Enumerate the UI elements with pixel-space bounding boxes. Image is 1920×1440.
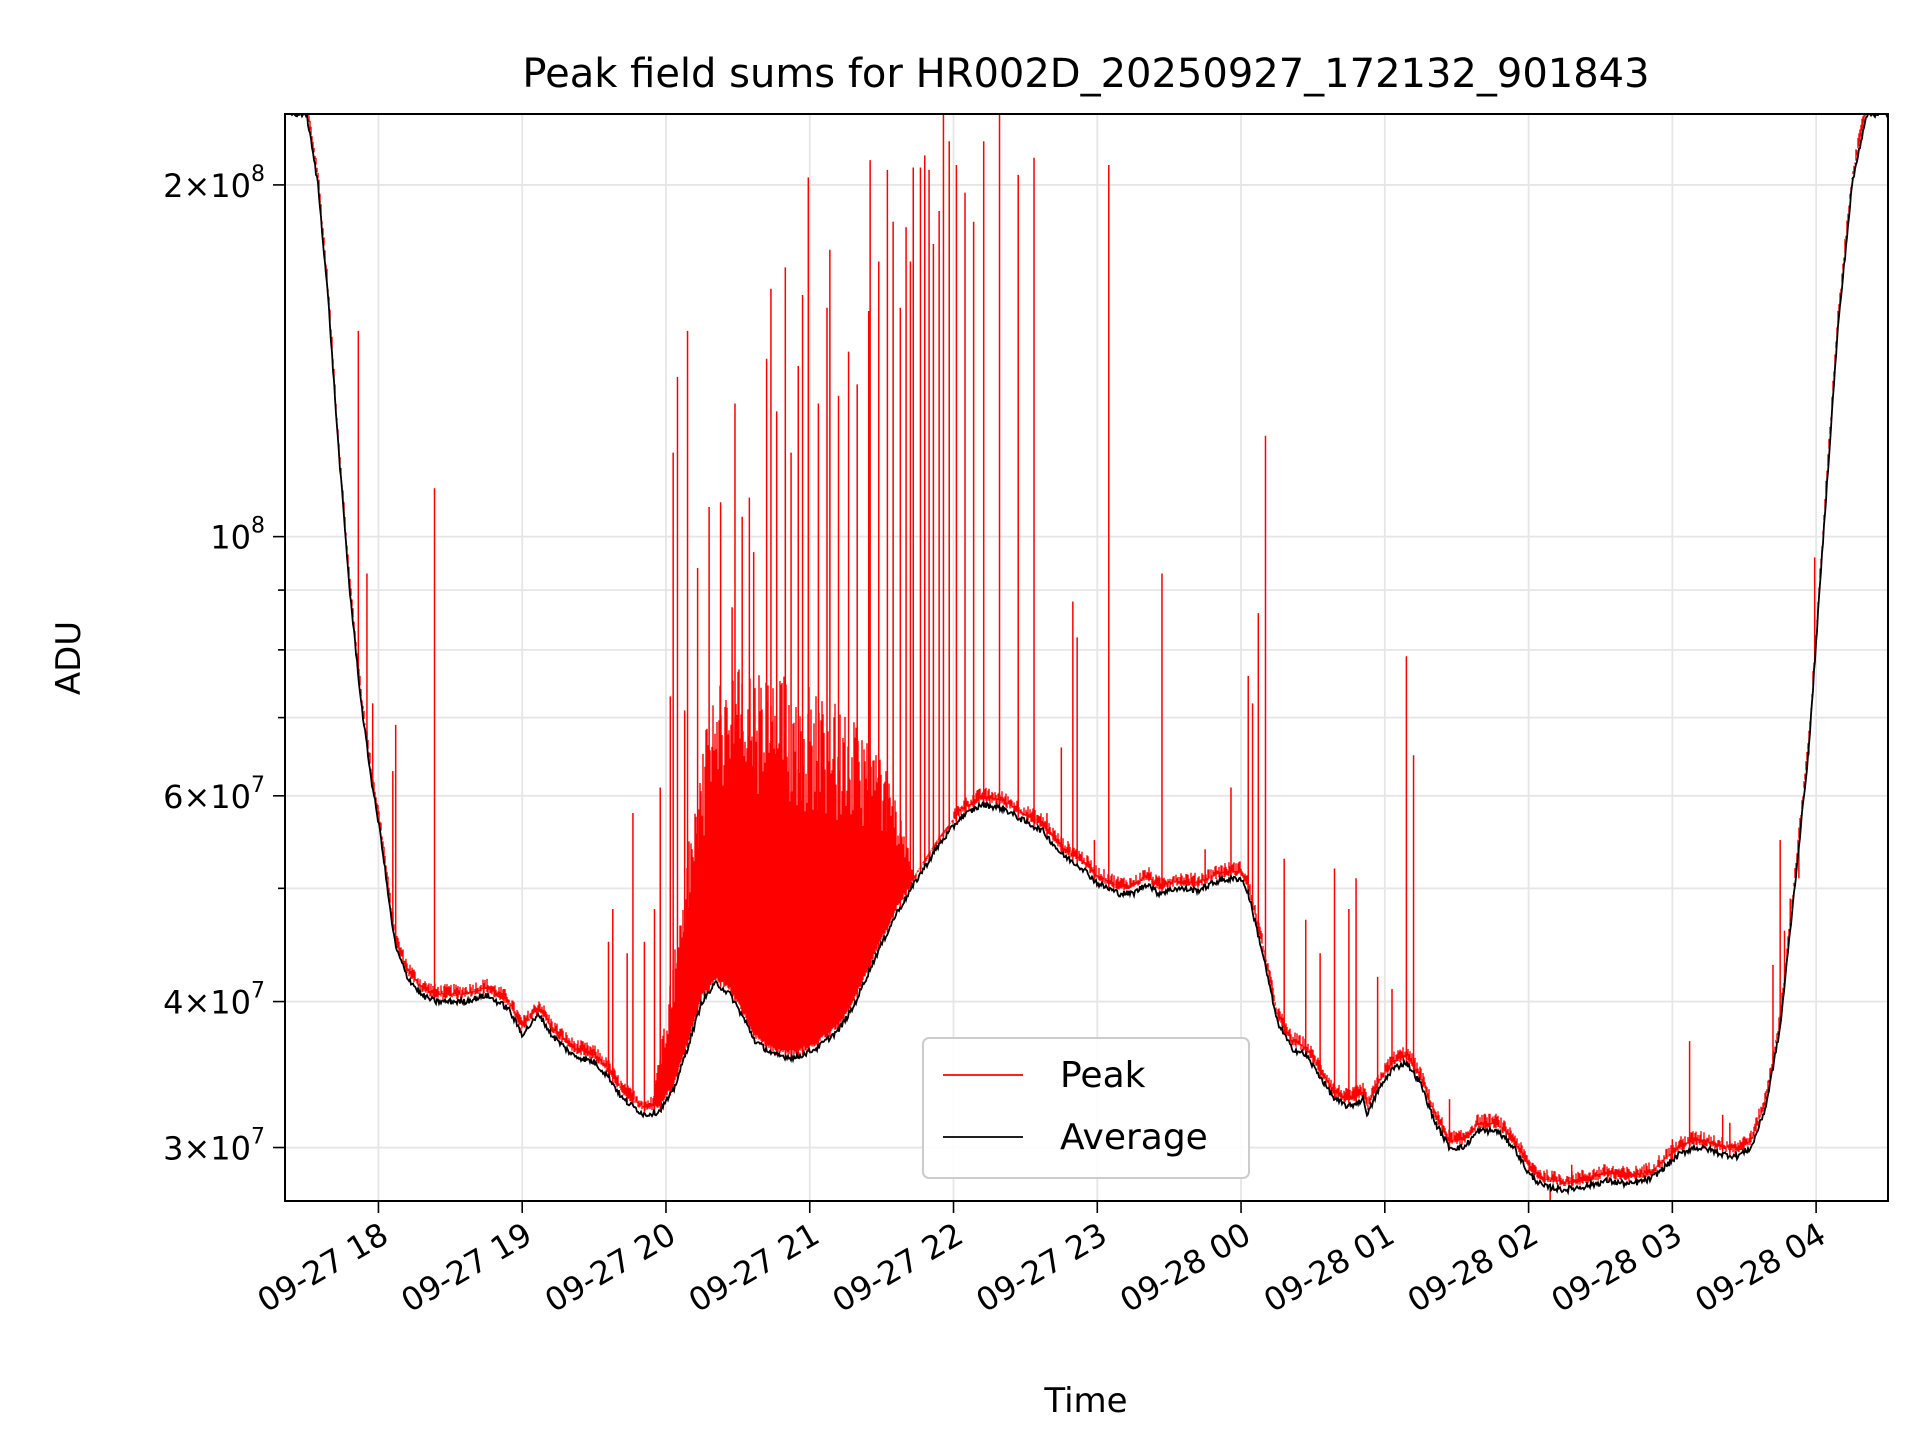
legend-box (922, 1037, 1250, 1179)
y-tick-exponent: 7 (251, 773, 265, 798)
y-tick-base: 4×10 (163, 984, 251, 1022)
series-group (285, 114, 1888, 1201)
y-tick-label: 2×108 (163, 162, 265, 205)
plot-frame (284, 113, 1889, 1202)
grid (285, 114, 1888, 1201)
legend-average-label: Average (1060, 1117, 1208, 1158)
y-tick-exponent: 7 (251, 979, 265, 1004)
y-axis-label: ADU (49, 621, 89, 695)
y-tick-base: 3×10 (163, 1130, 251, 1168)
y-tick-label: 4×107 (163, 979, 265, 1022)
y-tick-base: 6×10 (163, 778, 251, 816)
legend: Peak Average (922, 1037, 1250, 1179)
average-series-line (285, 114, 1888, 1196)
y-tick-label: 108 (210, 514, 265, 557)
y-tick-exponent: 7 (251, 1125, 265, 1150)
y-tick-label: 6×107 (163, 773, 265, 816)
y-tick-exponent: 8 (251, 514, 265, 539)
plot-area (285, 114, 1888, 1201)
y-tick-label: 3×107 (163, 1125, 265, 1168)
y-tick-base: 10 (210, 519, 251, 557)
legend-peak-label: Peak (1060, 1055, 1146, 1096)
x-axis-label: Time (1043, 1381, 1127, 1421)
chart-title: Peak field sums for HR002D_20250927_1721… (522, 51, 1649, 97)
y-tick-base: 2×10 (163, 167, 251, 205)
y-tick-exponent: 8 (251, 162, 265, 187)
